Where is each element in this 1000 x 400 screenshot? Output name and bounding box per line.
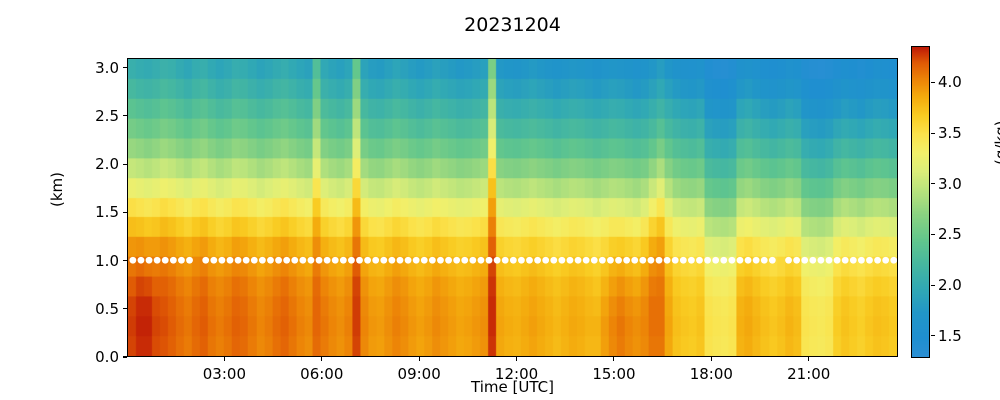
x-axis-tick-label: 03:00 — [202, 365, 246, 383]
y-axis-tick-label: 2.0 — [95, 155, 119, 174]
colorbar-tick-label: 1.5 — [938, 326, 962, 345]
colorbar-tick — [931, 233, 935, 235]
x-axis-tick — [223, 357, 225, 361]
colorbar-tick-label: 3.0 — [938, 174, 962, 193]
x-axis-tick-label: 21:00 — [787, 365, 831, 383]
y-axis-tick-label: 1.0 — [95, 251, 119, 270]
x-axis-tick — [321, 357, 323, 361]
y-axis-tick-label: 2.5 — [95, 106, 119, 125]
colorbar-tick-label: 4.0 — [938, 73, 962, 92]
y-axis-tick-label: 0.0 — [95, 348, 119, 366]
heatmap-image — [128, 59, 897, 356]
heatmap-axes[interactable] — [127, 58, 898, 357]
x-axis-tick-label: 15:00 — [592, 365, 636, 383]
x-axis-tick — [808, 357, 810, 361]
y-axis-tick — [123, 67, 127, 69]
colorbar[interactable] — [911, 46, 930, 358]
colorbar-tick — [931, 335, 935, 337]
colorbar-tick-label: 2.0 — [938, 276, 962, 295]
y-axis-label: (km) — [48, 171, 66, 207]
colorbar-label: (g/kg) — [992, 120, 1000, 166]
colorbar-tick-label: 3.5 — [938, 124, 962, 143]
y-axis-tick-label: 3.0 — [95, 58, 119, 77]
colorbar-tick — [931, 284, 935, 286]
x-axis-tick-label: 06:00 — [300, 365, 344, 383]
x-axis-tick-label: 12:00 — [494, 365, 539, 383]
y-axis-tick — [123, 163, 127, 165]
x-axis-tick — [516, 357, 518, 361]
y-axis-tick — [123, 308, 127, 310]
y-axis-tick — [123, 259, 127, 262]
y-axis-tick — [123, 356, 127, 358]
y-axis-tick — [123, 115, 127, 117]
y-axis-tick-label: 0.5 — [95, 299, 119, 318]
colorbar-tick — [931, 132, 935, 134]
y-axis-tick — [123, 211, 127, 213]
colorbar-gradient — [912, 47, 929, 357]
colorbar-tick — [931, 81, 935, 83]
x-axis-tick — [418, 357, 420, 361]
x-axis-tick-label: 18:00 — [689, 365, 733, 383]
colorbar-tick — [931, 183, 935, 185]
x-axis-tick — [710, 357, 712, 361]
x-axis-tick-label: 09:00 — [397, 365, 441, 383]
x-axis-tick — [613, 357, 615, 361]
chart-title: 20231204 — [464, 14, 561, 36]
x-axis-label: Time [UTC] — [471, 378, 554, 396]
colorbar-tick-label: 2.5 — [938, 225, 962, 244]
y-axis-tick-label: 1.5 — [95, 203, 119, 222]
